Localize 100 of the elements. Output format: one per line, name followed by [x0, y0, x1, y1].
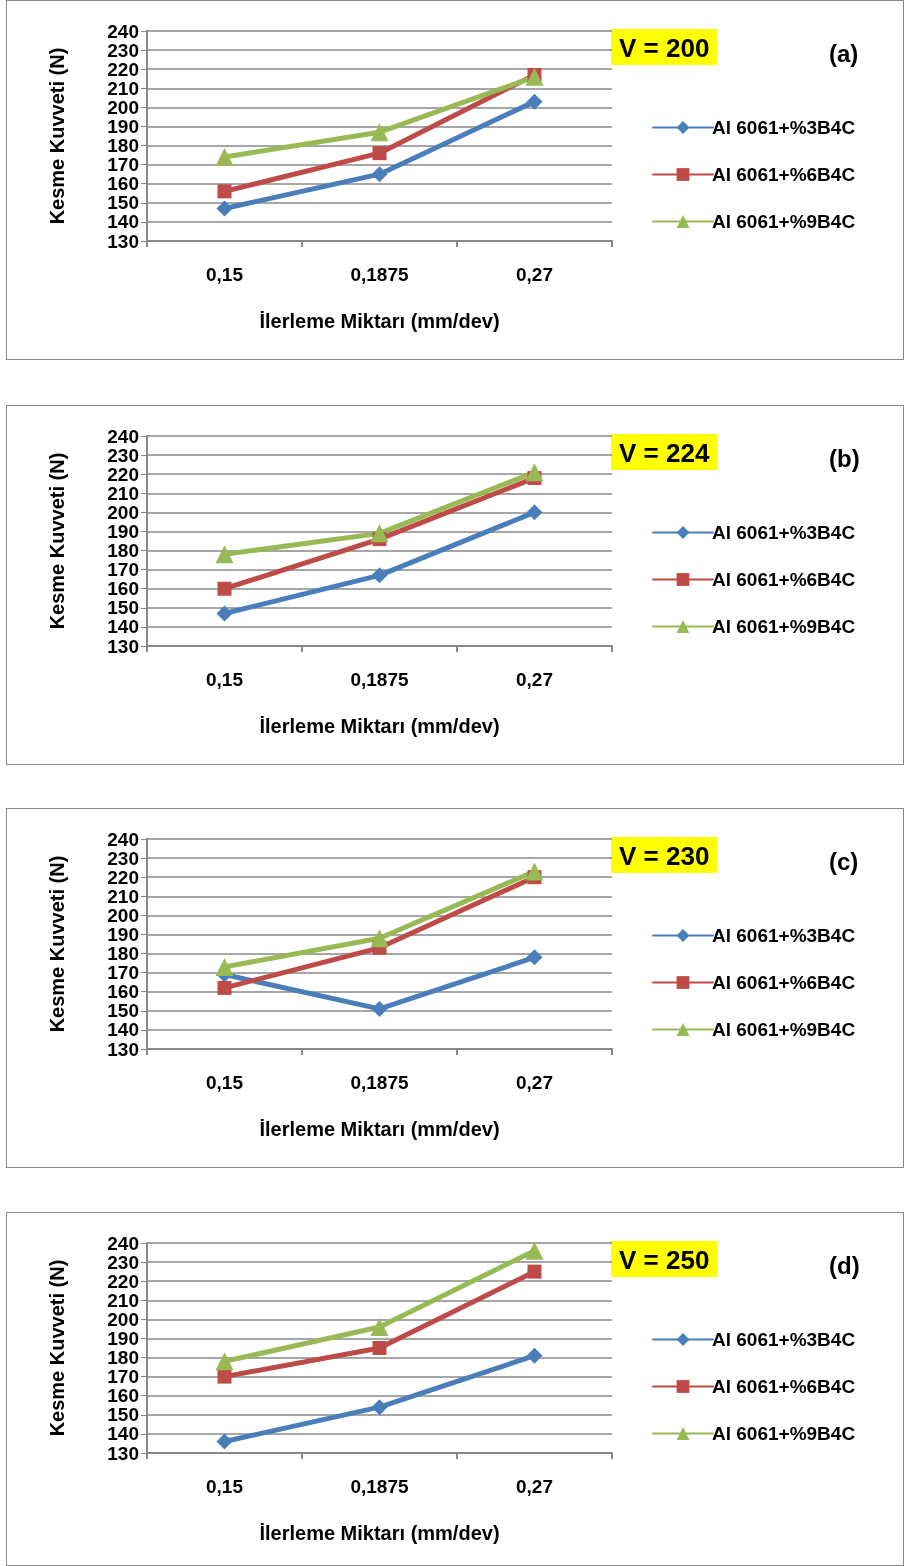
y-tick-label: 220: [107, 866, 139, 888]
y-tick-label: 220: [107, 58, 139, 80]
text: V = 200: [619, 33, 710, 63]
point: [217, 980, 232, 995]
y-tick-label: 230: [107, 1251, 139, 1273]
point: [216, 1433, 233, 1450]
y-tick-label: 150: [107, 597, 139, 619]
y-tick-label: 160: [107, 173, 139, 195]
y-tick-label: 170: [107, 962, 139, 984]
point: [217, 184, 232, 199]
y-tick-label: 150: [107, 1404, 139, 1426]
point: [215, 1352, 234, 1371]
text: V = 250: [619, 1245, 710, 1275]
y-tick-label: 180: [107, 540, 139, 562]
y-tick-label: 180: [107, 1347, 139, 1369]
point: [525, 862, 544, 881]
y-tick-label: 160: [107, 981, 139, 1003]
x-tick-label: 0,1875: [350, 1476, 409, 1497]
y-axis-title: Kesme Kuvveti (N): [46, 452, 68, 630]
y-tick-label: 190: [107, 923, 139, 945]
y-tick-label: 200: [107, 501, 139, 523]
y-tick-label: 220: [107, 463, 139, 485]
y-tick-label: 210: [107, 885, 139, 907]
x-tick-label: 0,27: [516, 669, 553, 690]
y-tick-label: 200: [107, 1308, 139, 1330]
point: [370, 929, 389, 948]
legend-label: Al 6061+%3B4C: [712, 925, 856, 946]
point: [372, 146, 387, 161]
y-axis-title: Kesme Kuvveti (N): [46, 47, 68, 225]
point: [370, 123, 389, 142]
point: [525, 463, 544, 482]
y-tick-label: 240: [107, 1232, 139, 1254]
y-axis-title: Kesme Kuvveti (N): [46, 1259, 68, 1437]
legend-label: Al 6061+%9B4C: [712, 616, 856, 637]
point: [370, 524, 389, 543]
text: (c): [829, 847, 859, 875]
text: V = 224: [619, 438, 710, 468]
y-tick-label: 190: [107, 1327, 139, 1349]
y-tick-label: 170: [107, 154, 139, 176]
x-tick-label: 0,1875: [350, 1072, 409, 1093]
legend-label: Al 6061+%6B4C: [712, 972, 856, 993]
x-axis-title: İlerleme Miktarı (mm/dev): [259, 715, 500, 737]
point: [527, 1264, 542, 1279]
legend-label: Al 6061+%9B4C: [712, 211, 856, 232]
point: [526, 93, 543, 110]
y-tick-label: 160: [107, 578, 139, 600]
y-tick-label: 160: [107, 1385, 139, 1407]
y-tick-label: 230: [107, 444, 139, 466]
x-tick-label: 0,1875: [350, 669, 409, 690]
legend-label: Al 6061+%6B4C: [712, 569, 856, 590]
point: [217, 1369, 232, 1384]
legend-label: Al 6061+%3B4C: [712, 117, 856, 138]
x-axis-title: İlerleme Miktarı (mm/dev): [259, 1522, 500, 1544]
y-tick-label: 180: [107, 943, 139, 965]
text: V = 230: [619, 841, 710, 871]
point: [216, 605, 233, 622]
x-tick-label: 0,15: [206, 1476, 244, 1497]
x-tick-label: 0,15: [206, 1072, 244, 1093]
x-tick-label: 0,27: [516, 1476, 553, 1497]
y-tick-label: 230: [107, 39, 139, 61]
y-tick-label: 240: [107, 20, 139, 42]
point: [215, 545, 234, 564]
point: [372, 1341, 387, 1355]
legend-label: Al 6061+%3B4C: [712, 1329, 856, 1350]
y-tick-label: 140: [107, 1019, 139, 1041]
x-tick-label: 0,1875: [350, 264, 409, 285]
y-tick-label: 150: [107, 1000, 139, 1022]
y-tick-label: 210: [107, 1289, 139, 1311]
y-tick-label: 230: [107, 847, 139, 869]
point: [525, 1241, 544, 1260]
x-axis-title: İlerleme Miktarı (mm/dev): [259, 310, 500, 332]
point: [370, 1318, 389, 1336]
y-axis-title: Kesme Kuvveti (N): [46, 855, 68, 1033]
x-tick-label: 0,15: [206, 264, 244, 285]
y-tick-label: 150: [107, 192, 139, 214]
y-tick-label: 170: [107, 1366, 139, 1388]
legend-label: Al 6061+%6B4C: [712, 1376, 856, 1397]
y-tick-label: 140: [107, 211, 139, 233]
point: [217, 581, 232, 596]
x-tick-label: 0,27: [516, 264, 553, 285]
point: [371, 567, 388, 584]
y-tick-label: 130: [107, 230, 139, 252]
text: (b): [829, 444, 860, 472]
point: [525, 67, 544, 86]
point: [371, 166, 388, 183]
y-tick-label: 170: [107, 559, 139, 581]
point: [371, 1000, 388, 1017]
x-tick-label: 0,15: [206, 669, 244, 690]
legend-label: Al 6061+%6B4C: [712, 164, 856, 185]
y-tick-label: 180: [107, 135, 139, 157]
y-tick-label: 140: [107, 616, 139, 638]
y-tick-label: 140: [107, 1423, 139, 1445]
y-tick-label: 210: [107, 482, 139, 504]
point: [215, 148, 234, 166]
x-axis-title: İlerleme Miktarı (mm/dev): [259, 1118, 500, 1140]
y-tick-label: 220: [107, 1270, 139, 1292]
point: [526, 504, 543, 521]
y-tick-label: 190: [107, 115, 139, 137]
point: [371, 1399, 388, 1416]
y-tick-label: 240: [107, 828, 139, 850]
